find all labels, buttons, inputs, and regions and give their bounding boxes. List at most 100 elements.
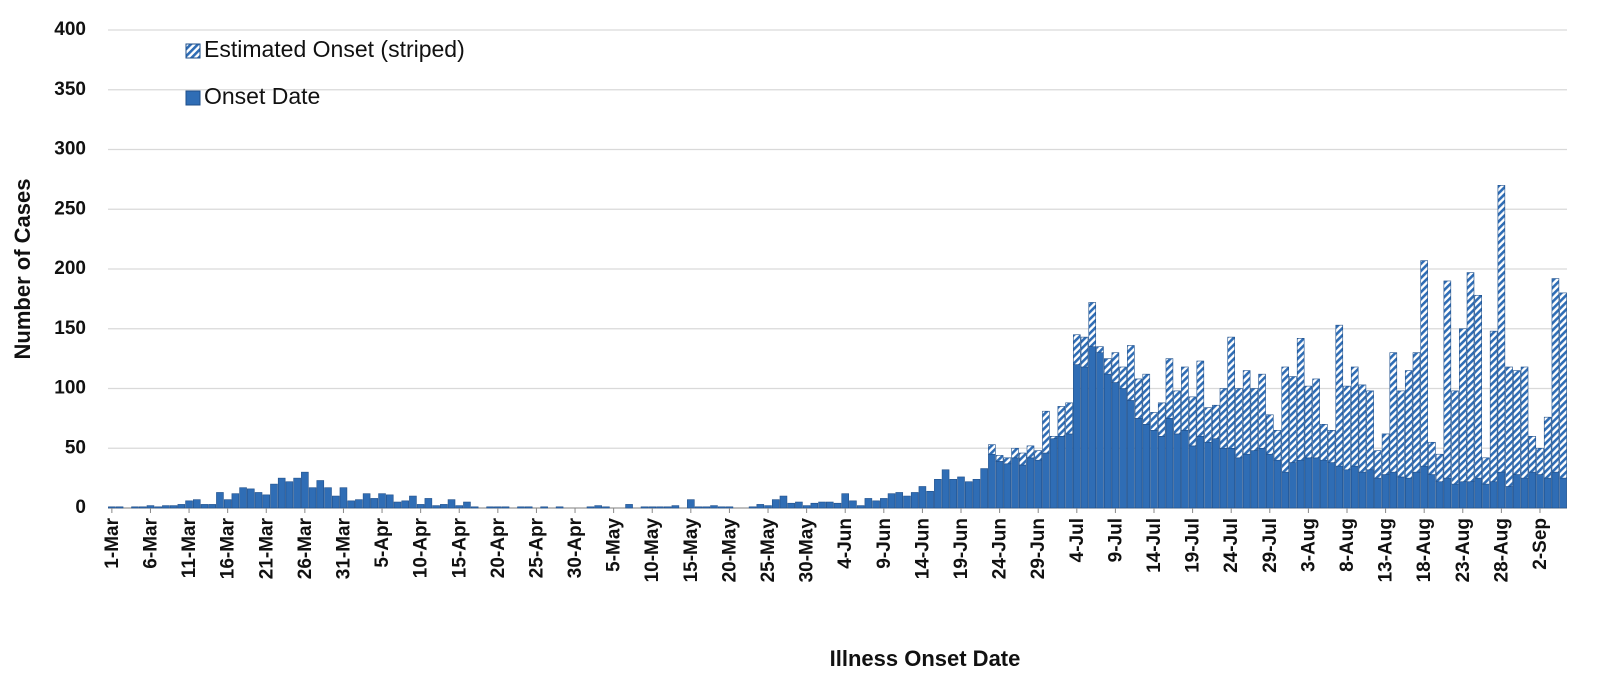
bar-segment bbox=[1134, 378, 1143, 419]
bar-segment bbox=[748, 506, 757, 509]
bar-segment bbox=[1011, 447, 1019, 459]
bar-segment bbox=[301, 471, 309, 509]
bar-segment bbox=[1103, 358, 1112, 375]
bar-segment bbox=[1459, 481, 1467, 509]
bar-segment bbox=[1559, 477, 1567, 509]
bar-segment bbox=[1320, 459, 1328, 509]
x-tick-label: 19-Jul bbox=[1183, 518, 1204, 573]
bar-segment bbox=[1049, 435, 1058, 439]
bar-segment bbox=[1381, 474, 1390, 509]
x-tick-label: 10-May bbox=[642, 518, 663, 583]
bar-segment bbox=[826, 501, 834, 509]
bar-segment bbox=[1173, 390, 1181, 435]
bar-segment bbox=[262, 494, 271, 509]
bar-segment bbox=[1343, 385, 1351, 471]
bar-segment bbox=[1404, 477, 1413, 509]
bar-segment bbox=[185, 500, 193, 509]
bar-segment bbox=[1335, 324, 1344, 467]
bar-segment bbox=[1065, 402, 1073, 435]
bar-segment bbox=[1366, 390, 1374, 471]
bar-segment bbox=[1103, 373, 1112, 509]
bar-segment bbox=[308, 487, 317, 509]
bar-segment bbox=[200, 504, 209, 509]
x-tick-label: 9-Jun bbox=[874, 518, 895, 569]
bar-segment bbox=[1489, 330, 1498, 483]
bar-segment bbox=[1335, 465, 1344, 509]
x-tick-label: 15-Apr bbox=[449, 517, 470, 578]
bar-segment bbox=[316, 480, 325, 509]
bar-segment bbox=[1173, 433, 1181, 509]
x-tick-label: 29-Jul bbox=[1260, 518, 1281, 573]
x-tick-label: 8-Aug bbox=[1337, 518, 1358, 572]
y-tick-label: 350 bbox=[54, 79, 86, 100]
bar-segment bbox=[710, 505, 718, 509]
bar-segment bbox=[1474, 477, 1482, 509]
bar-segment bbox=[1451, 483, 1459, 509]
x-tick-label: 21-Mar bbox=[256, 517, 277, 579]
bar-segment bbox=[1520, 477, 1529, 509]
bar-segment bbox=[1374, 477, 1382, 509]
bar-segment bbox=[1312, 457, 1320, 509]
legend-swatch bbox=[185, 90, 201, 106]
bar-segment bbox=[1196, 435, 1205, 509]
bar-segment bbox=[1281, 366, 1290, 473]
bar-segment bbox=[1235, 388, 1243, 459]
x-tick-label: 4-Jun bbox=[835, 518, 856, 569]
bar-segment bbox=[1219, 447, 1228, 509]
bar-segment bbox=[988, 453, 996, 509]
bar-segment bbox=[1513, 370, 1521, 475]
bar-segment bbox=[1358, 471, 1367, 509]
bar-segment bbox=[1435, 481, 1444, 509]
bar-segment bbox=[555, 506, 564, 509]
bar-segment bbox=[1296, 338, 1305, 461]
x-tick-label: 20-Apr bbox=[488, 517, 509, 578]
bar-segment bbox=[1057, 406, 1066, 437]
bar-segment bbox=[926, 490, 934, 509]
x-tick-label: 14-Jun bbox=[912, 518, 933, 579]
bar-segment bbox=[1034, 450, 1042, 461]
x-tick-label: 10-Apr bbox=[411, 517, 432, 578]
bar-segment bbox=[1296, 459, 1305, 509]
bar-segment bbox=[717, 506, 726, 509]
bar-segment bbox=[1096, 352, 1104, 509]
bar-segment bbox=[1350, 465, 1359, 509]
bar-segment bbox=[247, 488, 255, 509]
bar-segment bbox=[347, 500, 355, 509]
x-tick-label: 25-May bbox=[758, 518, 779, 583]
bar-segment bbox=[1543, 416, 1552, 479]
bar-segment bbox=[409, 495, 417, 509]
bar-segment bbox=[146, 505, 155, 509]
bar-segment bbox=[1428, 441, 1436, 475]
bar-segment bbox=[108, 506, 116, 509]
bar-segment bbox=[1034, 459, 1042, 509]
bar-segment bbox=[818, 501, 826, 509]
bar-segment bbox=[370, 498, 379, 509]
bar-segment bbox=[1289, 376, 1297, 463]
x-tick-label: 13-Aug bbox=[1376, 518, 1397, 582]
x-tick-label: 15-May bbox=[681, 518, 702, 583]
bar-segment bbox=[1343, 469, 1351, 509]
bar-segment bbox=[1412, 471, 1421, 509]
bar-segment bbox=[1165, 418, 1174, 509]
bar-segment bbox=[401, 500, 409, 509]
bar-segment bbox=[1443, 477, 1452, 509]
bar-segment bbox=[1528, 471, 1537, 509]
x-tick-label: 9-Jul bbox=[1105, 518, 1126, 562]
bar-segment bbox=[1497, 185, 1506, 473]
y-tick-label: 0 bbox=[75, 497, 86, 518]
bar-segment bbox=[1497, 471, 1506, 509]
bar-segment bbox=[331, 495, 340, 509]
bar-segment bbox=[1489, 481, 1498, 509]
bar-segment bbox=[1157, 435, 1166, 509]
bar-segment bbox=[1018, 464, 1027, 509]
bar-segment bbox=[802, 505, 811, 509]
bar-segment bbox=[1096, 346, 1104, 353]
bar-segment bbox=[903, 495, 911, 509]
bar-segment bbox=[764, 505, 772, 509]
bar-segment bbox=[1049, 438, 1058, 509]
bar-segment bbox=[1505, 486, 1513, 509]
legend-swatch bbox=[185, 43, 201, 59]
x-tick-label: 31-Mar bbox=[333, 517, 354, 579]
bar-segment bbox=[1227, 336, 1235, 449]
bar-segment bbox=[1080, 336, 1089, 368]
